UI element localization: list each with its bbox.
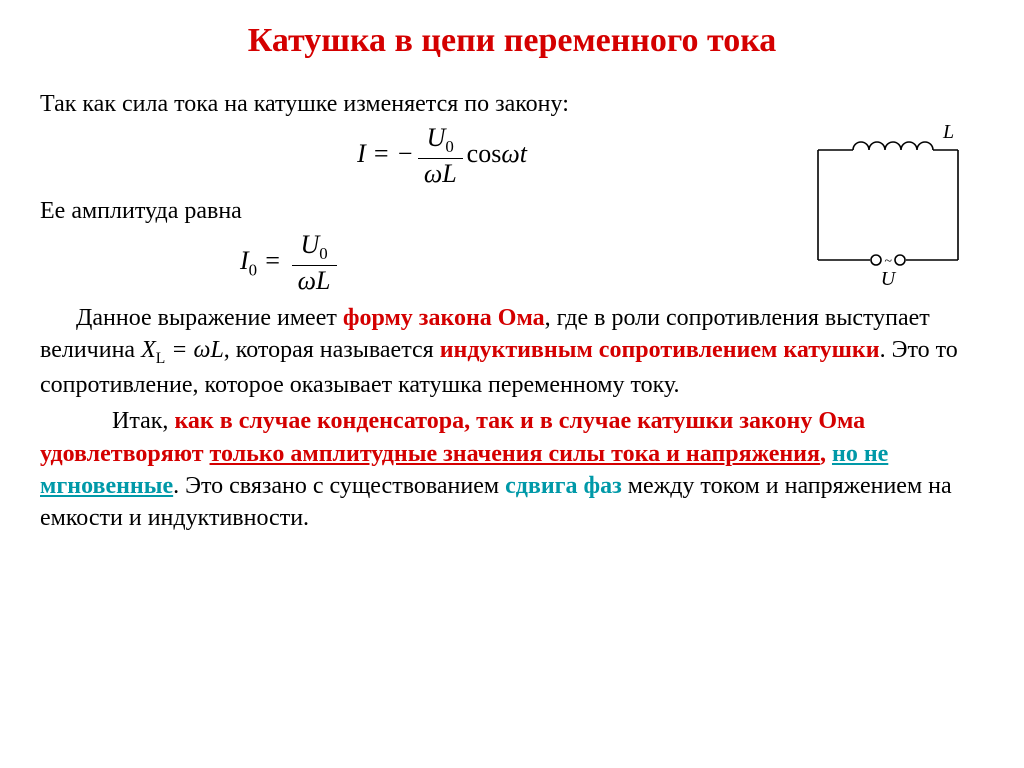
f1-cos: cos: [467, 140, 502, 169]
inline-formula: XL = ωL: [141, 337, 224, 363]
inline-eq: =: [165, 337, 193, 363]
p3a: Данное выражение имеет: [76, 305, 343, 331]
f1-t: t: [520, 140, 527, 169]
f1-den-b: L: [442, 159, 456, 188]
f2-lhs-sub: 0: [249, 261, 257, 280]
p4c: только амплитудные значения силы тока и …: [210, 441, 820, 467]
inline-x: X: [141, 337, 156, 363]
f1-frac: U0ωL: [418, 124, 463, 188]
p4d: ,: [820, 441, 832, 467]
f2-num: U: [300, 230, 319, 259]
inline-b: L: [210, 337, 223, 363]
inline-a: ω: [193, 337, 210, 363]
circuit-label-l: L: [942, 121, 954, 143]
f1-num-sub: 0: [445, 138, 453, 157]
p3d: , которая называется: [224, 337, 440, 363]
f1-num: U: [427, 123, 446, 152]
p3b: форму закона Ома: [343, 305, 545, 331]
p4a: Итак,: [112, 408, 174, 434]
f2-num-sub: 0: [319, 244, 327, 263]
p3e: индуктивным сопротивлением катушки: [440, 337, 880, 363]
para-1: Так как сила тока на катушке изменяется …: [40, 88, 984, 120]
para-4: Итак, как в случае конденсатора, так и в…: [40, 405, 984, 535]
f1-eq: =: [366, 140, 397, 169]
page-title: Катушка в цепи переменного тока: [40, 22, 984, 60]
f2-den-b: L: [316, 266, 330, 295]
f1-omega: ω: [501, 140, 519, 169]
inline-sub: L: [156, 350, 166, 367]
p4f: . Это связано с существованием: [173, 473, 505, 499]
f2-eq: =: [257, 246, 288, 275]
f1-lhs: I: [357, 140, 366, 169]
f1-neg: −: [396, 140, 414, 169]
circuit-diagram: ~ L U: [798, 120, 978, 290]
circuit-tilde: ~: [884, 254, 892, 269]
f2-frac: U0ωL: [292, 231, 337, 295]
f1-den-a: ω: [424, 159, 442, 188]
f2-lhs: I: [240, 246, 249, 275]
circuit-label-u: U: [881, 268, 897, 290]
f2-den-a: ω: [298, 266, 316, 295]
p4g: сдвига фаз: [505, 473, 622, 499]
para-3: Данное выражение имеет форму закона Ома,…: [40, 302, 984, 402]
